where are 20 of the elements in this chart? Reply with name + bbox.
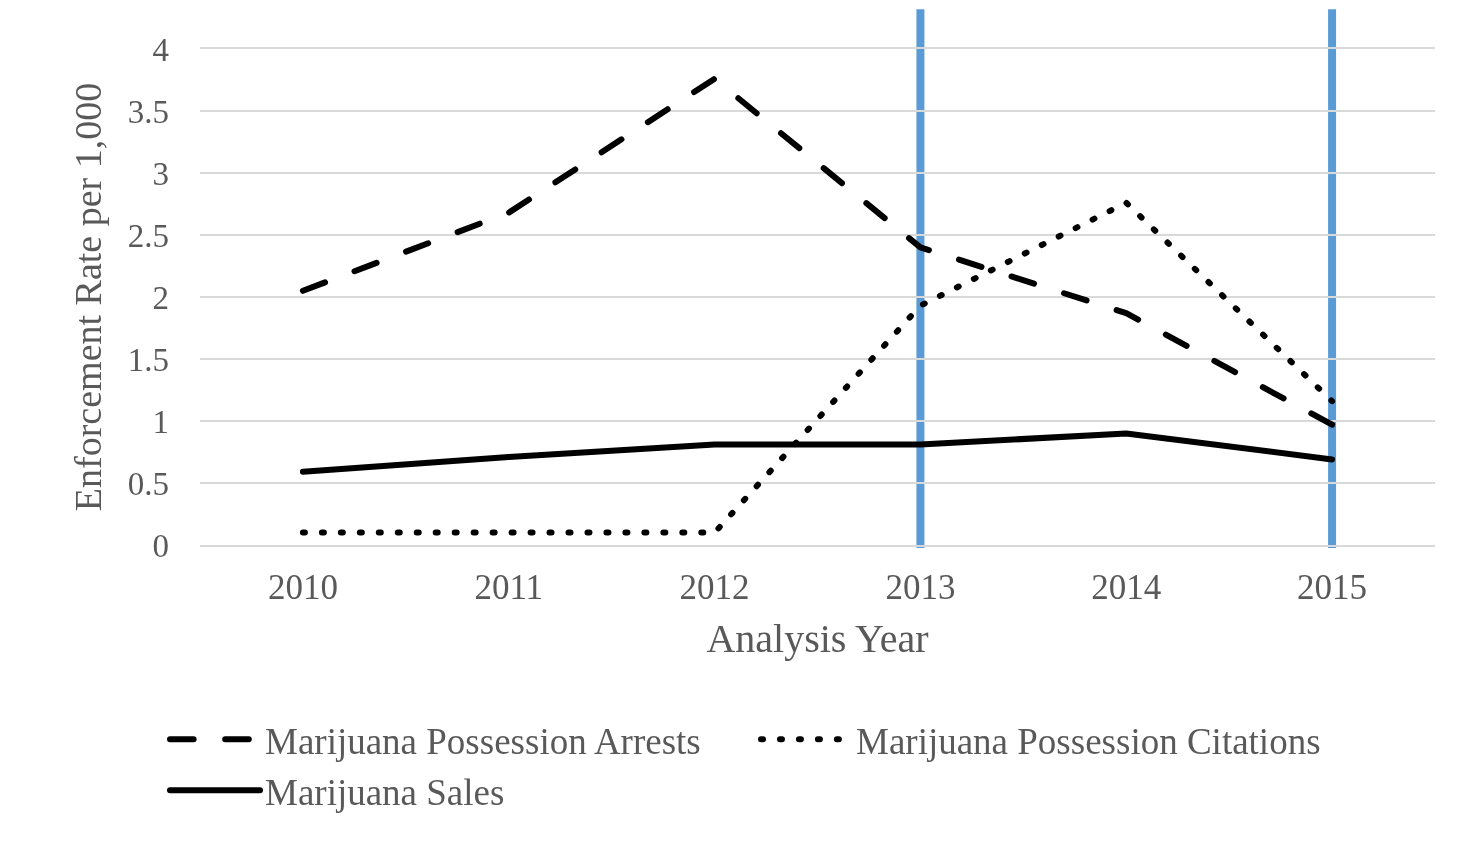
y-tick-label: 2.5: [127, 217, 169, 254]
x-tick-label: 2010: [267, 568, 338, 607]
y-tick-label: 3: [152, 155, 169, 192]
legend-label: Marijuana Possession Citations: [856, 720, 1321, 762]
x-tick-label: 2015: [1297, 568, 1368, 607]
y-tick-label: 3.5: [127, 93, 169, 130]
x-tick-label: 2012: [679, 568, 750, 607]
y-tick-label: 0: [152, 527, 169, 564]
x-tick-label: 2013: [885, 568, 956, 607]
x-tick-label: 2014: [1091, 568, 1162, 607]
y-axis-title: Enforcement Rate per 1,000: [66, 82, 109, 512]
y-tick-label: 1: [152, 403, 169, 440]
y-tick-label: 1.5: [127, 341, 169, 378]
x-tick-label: 2011: [474, 568, 544, 607]
legend-label: Marijuana Sales: [265, 771, 505, 813]
y-tick-label: 0.5: [127, 465, 169, 502]
y-tick-label: 2: [152, 279, 169, 316]
x-axis-title: Analysis Year: [706, 616, 929, 661]
legend-label: Marijuana Possession Arrests: [265, 720, 701, 762]
y-tick-label: 4: [152, 31, 169, 68]
